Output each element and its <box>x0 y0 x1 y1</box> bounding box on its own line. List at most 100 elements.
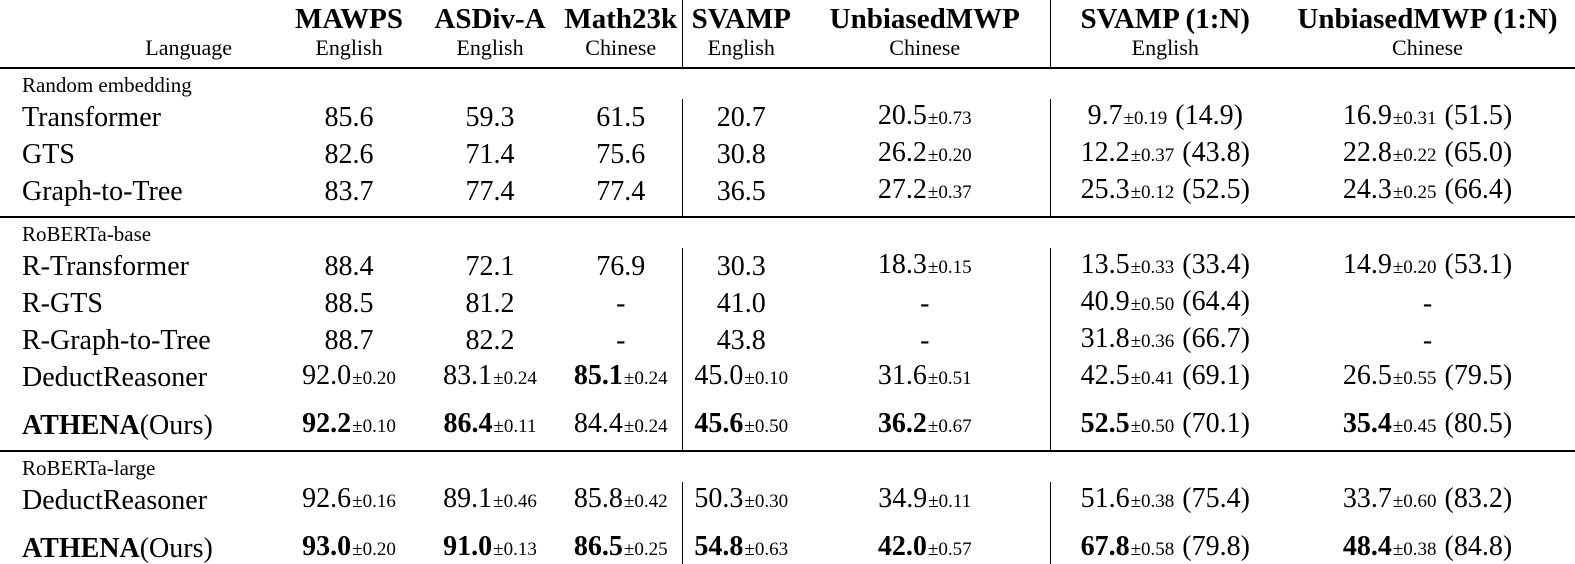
std-dev: ±0.15 <box>927 257 972 278</box>
std-dev: ±0.50 <box>1130 294 1175 315</box>
score-value: 52.5 <box>1080 408 1130 439</box>
table-row: R-Graph-to-Tree 88.7 82.2 - 43.8 - 31.8±0.36 (6… <box>0 322 1575 359</box>
score-value: 26.5 <box>1342 360 1392 391</box>
std-dev: ±0.50 <box>744 416 789 437</box>
std-dev: ±0.45 <box>1392 416 1437 437</box>
method-cell: GTS <box>0 136 278 173</box>
method-cell: R-Graph-to-Tree <box>0 322 278 359</box>
table-row: ATHENA(Ours) 93.0±0.20 91.0±0.13 86.5±0.25 5… <box>0 519 1575 564</box>
dataset-language: Chinese <box>585 36 657 60</box>
section-row: RoBERTa-large <box>0 450 1575 482</box>
dataset-language: English <box>456 36 524 60</box>
score-value: 24.3 <box>1342 174 1392 205</box>
std-dev: ±0.33 <box>1130 257 1175 278</box>
score-cell: 35.4±0.45 (80.5) <box>1280 396 1575 451</box>
std-dev: ±0.50 <box>1130 416 1175 437</box>
std-dev: ±0.20 <box>352 539 396 560</box>
score-value: 30.3 <box>716 250 766 282</box>
method-name: GTS <box>22 138 75 170</box>
score-cell: 81.2 <box>420 285 560 322</box>
score-value: 43.8 <box>716 324 766 356</box>
score-value: 9.7 <box>1087 100 1123 131</box>
table-row: Graph-to-Tree 83.7 77.4 77.4 36.5 27.2±0.37 25… <box>0 173 1575 217</box>
score-value: 20.7 <box>716 101 766 133</box>
method-cell: DeductReasoner <box>0 482 278 519</box>
score-cell: 85.6 <box>278 99 420 136</box>
score-cell: 20.5±0.73 <box>800 99 1050 136</box>
score-value: 92.6 <box>302 483 352 514</box>
score-value: 30.8 <box>716 138 766 170</box>
corner-cell <box>0 0 278 36</box>
score-cell: 75.6 <box>560 136 682 173</box>
std-dev: ±0.19 <box>1123 108 1168 129</box>
score-value: 42.0 <box>877 531 927 562</box>
score-value: 92.0 <box>302 360 352 391</box>
language-label: Language <box>145 36 232 60</box>
language-row: Language English English Chinese English Chin… <box>0 36 1575 68</box>
paren-score: (69.1) <box>1182 360 1250 391</box>
method-cell: ATHENA(Ours) <box>0 396 278 451</box>
score-cell: 18.3±0.15 <box>800 248 1050 285</box>
score-value: 33.7 <box>1342 483 1392 514</box>
score-value: 42.5 <box>1080 360 1130 391</box>
std-dev: ±0.11 <box>493 416 537 437</box>
std-dev: ±0.12 <box>1130 182 1175 203</box>
score-value: 75.6 <box>596 138 646 170</box>
dataset-language: Chinese <box>1392 36 1463 60</box>
table-row: R-Transformer 88.4 72.1 76.9 30.3 18.3±0.15 13… <box>0 248 1575 285</box>
score-value: 72.1 <box>465 250 515 282</box>
score-value: 18.3 <box>877 249 927 280</box>
score-value: 51.6 <box>1080 483 1130 514</box>
score-value: 81.2 <box>465 287 515 319</box>
score-value: 20.5 <box>877 100 927 131</box>
score-cell: 26.2±0.20 <box>800 136 1050 173</box>
score-cell: 93.0±0.20 <box>278 519 420 564</box>
section-label: Random embedding <box>22 73 192 97</box>
score-value: 82.2 <box>465 324 515 356</box>
paren-score: (66.7) <box>1182 323 1250 354</box>
std-dev: ±0.25 <box>623 539 668 560</box>
score-cell: 33.7±0.60 (83.2) <box>1280 482 1575 519</box>
score-cell: 89.1±0.46 <box>420 482 560 519</box>
paren-score: (43.8) <box>1182 137 1250 168</box>
score-cell: 59.3 <box>420 99 560 136</box>
score-value: 13.5 <box>1080 249 1130 280</box>
score-value: 34.9 <box>878 483 928 514</box>
score-cell: 77.4 <box>560 173 682 217</box>
std-dev: ±0.24 <box>493 368 537 389</box>
score-cell: 51.6±0.38 (75.4) <box>1049 482 1280 519</box>
std-dev: ±0.38 <box>1130 491 1175 512</box>
std-dev: ±0.11 <box>928 491 972 512</box>
score-value: 85.8 <box>573 483 623 514</box>
score-value: 71.4 <box>465 138 515 170</box>
score-cell: 85.1±0.24 <box>560 359 682 396</box>
score-value: 27.2 <box>877 174 927 205</box>
score-cell: - <box>1280 285 1575 322</box>
score-value: 59.3 <box>465 101 515 133</box>
paren-score: (14.9) <box>1175 100 1243 131</box>
table-row: Transformer 85.6 59.3 61.5 20.7 20.5±0.73 9.7±… <box>0 99 1575 136</box>
std-dev: ±0.24 <box>623 368 668 389</box>
std-dev: ±0.20 <box>352 368 396 389</box>
section-row: Random embedding <box>0 68 1575 99</box>
score-value: 92.2 <box>302 408 352 439</box>
method-name: Transformer <box>22 101 161 133</box>
dataset-header: ASDiv-A <box>434 3 546 35</box>
score-value: - <box>920 324 930 356</box>
std-dev: ±0.37 <box>1130 145 1175 166</box>
score-cell: 71.4 <box>420 136 560 173</box>
score-cell: 24.3±0.25 (66.4) <box>1280 173 1575 217</box>
paren-score: (51.5) <box>1444 100 1513 131</box>
score-value: 84.4 <box>573 408 623 439</box>
score-value: 88.4 <box>324 250 374 282</box>
std-dev: ±0.58 <box>1130 539 1175 560</box>
table-row: ATHENA(Ours) 92.2±0.10 86.4±0.11 84.4±0.24 4… <box>0 396 1575 451</box>
score-cell: 12.2±0.37 (43.8) <box>1049 136 1280 173</box>
score-value: 54.8 <box>694 531 744 562</box>
std-dev: ±0.67 <box>927 416 972 437</box>
std-dev: ±0.38 <box>1392 539 1437 560</box>
score-cell: 83.7 <box>278 173 420 217</box>
dataset-header-row: MAWPS ASDiv-A Math23k SVAMP UnbiasedMWP SVAMP… <box>0 0 1575 36</box>
score-cell: 67.8±0.58 (79.8) <box>1049 519 1280 564</box>
score-cell: 86.5±0.25 <box>560 519 682 564</box>
